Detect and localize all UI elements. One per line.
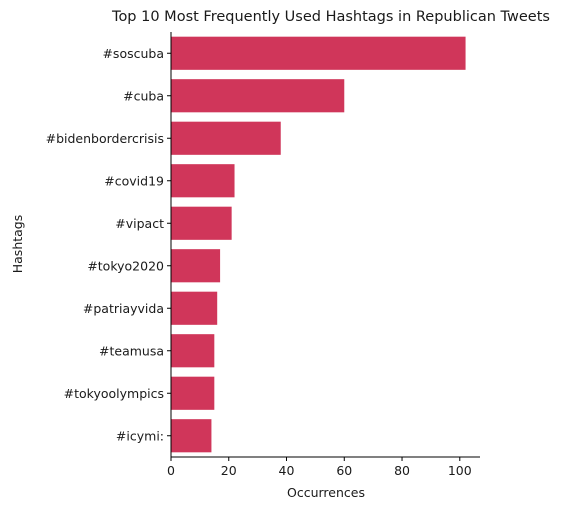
y-tick-label: #cuba [123,88,164,103]
x-tick-label: 20 [221,463,237,478]
bar-5 [171,249,221,283]
bar-7 [171,334,215,368]
bar-1 [171,79,345,113]
bar-0 [171,36,466,70]
x-tick-label: 60 [336,463,352,478]
y-tick-label: #patriayvida [83,301,164,316]
bar-4 [171,206,232,240]
bar-9 [171,419,212,453]
y-tick-label: #covid19 [104,173,164,188]
y-tick-label: #vipact [115,216,164,231]
x-tick-label: 80 [394,463,410,478]
chart-title: Top 10 Most Frequently Used Hashtags in … [111,9,550,25]
y-tick-labels: #soscuba #cuba #bidenbordercrisis #covid19 #… [46,46,171,443]
bar-6 [171,291,218,325]
y-tick-label: #icymi: [116,428,164,443]
x-tick-label: 0 [167,463,175,478]
bars-group [171,36,466,453]
x-tick-label: 100 [448,463,472,478]
x-tick-label: 40 [279,463,295,478]
bar-8 [171,376,215,410]
y-tick-label: #bidenbordercrisis [46,131,164,146]
x-axis-label: Occurrences [287,485,365,500]
y-axis-label: Hashtags [10,215,25,274]
y-tick-label: #teamusa [99,343,164,358]
bar-2 [171,121,281,155]
x-ticks: 0 20 40 60 80 100 [167,457,472,478]
y-tick-label: #tokyoolympics [64,386,164,401]
y-tick-label: #tokyo2020 [87,258,164,273]
bar-3 [171,164,235,198]
y-tick-label: #soscuba [102,46,164,61]
